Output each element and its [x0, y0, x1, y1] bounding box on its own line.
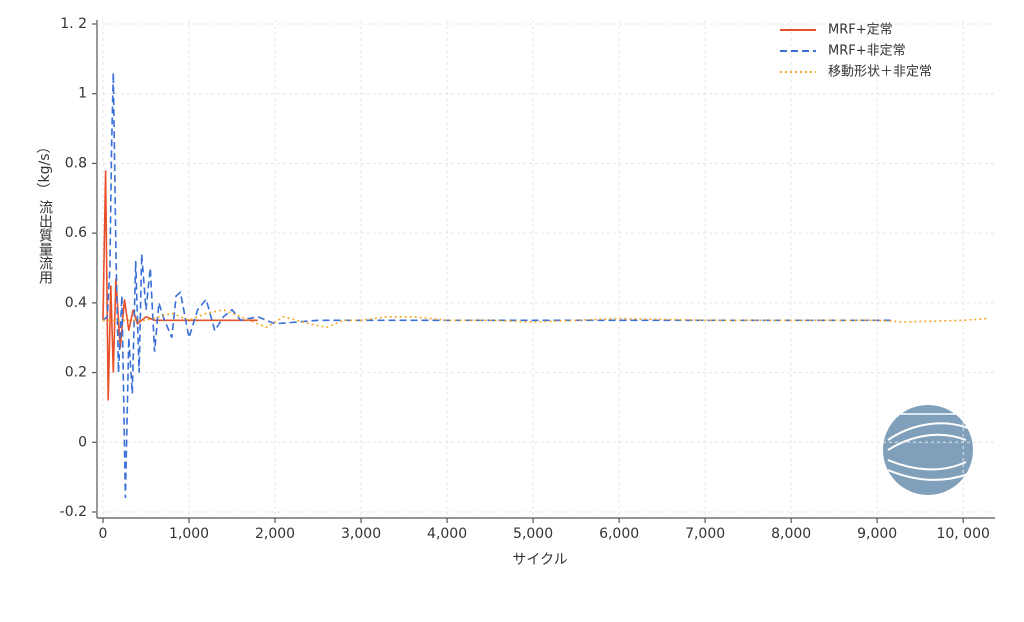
- x-tick-label: 6,000: [599, 526, 639, 542]
- y-tick-label: 0.2: [65, 365, 87, 381]
- y-tick-label: 0.6: [65, 225, 87, 241]
- y-tick-label: 0.4: [65, 295, 87, 311]
- x-tick-label: 9,000: [857, 526, 897, 542]
- y-tick-label: 1: [78, 86, 87, 102]
- series-line: [102, 72, 895, 499]
- legend-label: MRF+定常: [828, 23, 893, 38]
- x-tick-label: 3,000: [341, 526, 381, 542]
- y-axis-label: 流出質量流用: [37, 200, 53, 285]
- series-line: [102, 170, 258, 401]
- legend-label: MRF+非定常: [828, 44, 906, 59]
- x-tick-label: 2,000: [255, 526, 295, 542]
- x-tick-label: 5,000: [513, 526, 553, 542]
- y-tick-label: 1. 2: [60, 16, 87, 32]
- series-line: [103, 308, 990, 329]
- x-axis-label: サイクル: [512, 552, 567, 568]
- logo: [883, 405, 973, 495]
- legend-label: 移動形状＋非定常: [828, 65, 932, 80]
- x-tick-label: 0: [99, 526, 108, 542]
- x-tick-label: 10, 000: [936, 526, 989, 542]
- x-tick-label: 7,000: [685, 526, 725, 542]
- y-axis-unit: （kg/s）: [37, 139, 53, 196]
- y-tick-label: 0: [78, 434, 87, 450]
- y-tick-label: -0.2: [60, 504, 87, 520]
- x-tick-label: 4,000: [427, 526, 467, 542]
- y-tick-label: 0.8: [65, 155, 87, 171]
- x-tick-label: 1,000: [169, 526, 209, 542]
- x-tick-label: 8,000: [771, 526, 811, 542]
